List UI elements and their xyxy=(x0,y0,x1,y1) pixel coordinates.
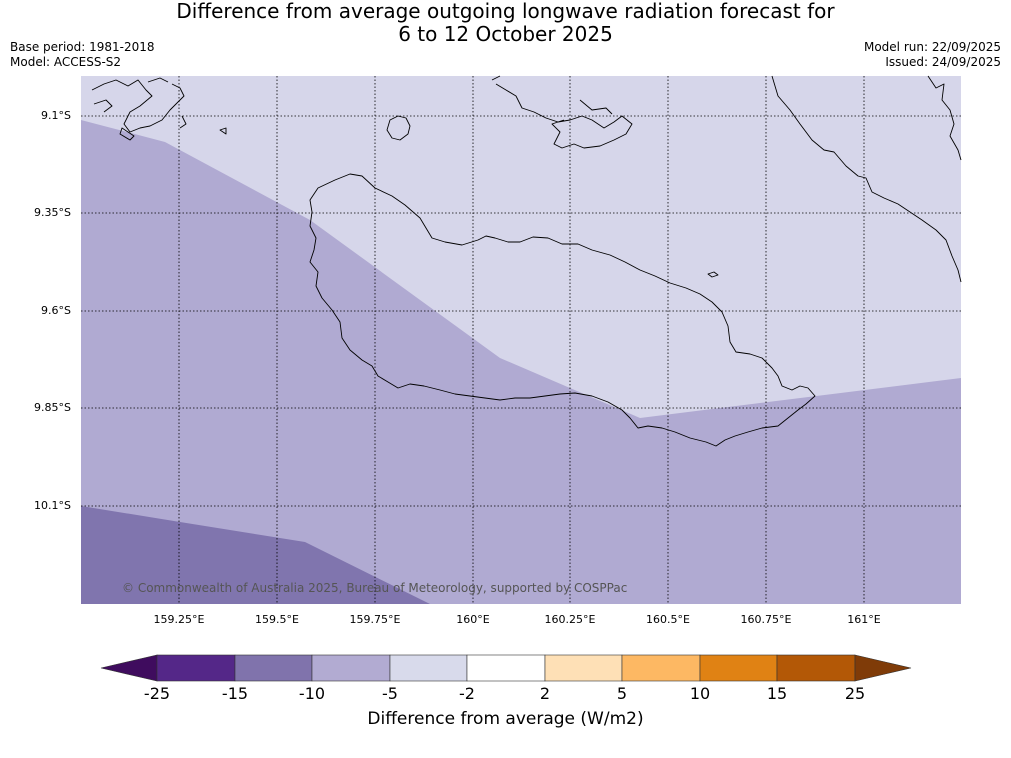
colorbar-bin-4 xyxy=(389,654,468,682)
coastline-russell-islands xyxy=(386,115,411,141)
colorbar-tick-9: 15 xyxy=(766,684,788,703)
coastlines xyxy=(91,75,962,447)
coastline-malaita-east xyxy=(927,75,962,161)
coastline-tiny-island-1 xyxy=(219,127,227,135)
colorbar-bin-5 xyxy=(466,654,546,682)
coastline-guadalcanal xyxy=(309,173,816,447)
model-name: Model: ACCESS-S2 xyxy=(10,55,122,69)
lat-label-3: 9.6°S xyxy=(41,304,71,317)
colorbar-tick-2: -15 xyxy=(221,684,249,703)
lon-label-3: 159.75°E xyxy=(349,613,401,626)
colorbar-tick-7: 5 xyxy=(616,684,628,703)
colorbar xyxy=(100,654,912,682)
gridlines xyxy=(81,76,961,604)
coastline-florida-islands xyxy=(491,75,633,149)
colorbar-tick-8: 10 xyxy=(689,684,711,703)
meta-left: Base period: 1981-2018 Model: ACCESS-S2 xyxy=(10,40,155,70)
coastline-small-islet xyxy=(707,271,719,278)
meta-right: Model run: 22/09/2025 Issued: 24/09/2025 xyxy=(864,40,1001,70)
lon-label-1: 159.25°E xyxy=(153,613,205,626)
colorbar-tick-4: -5 xyxy=(382,684,398,703)
colorbar-tick-3: -10 xyxy=(298,684,326,703)
colorbar-bin-7 xyxy=(621,654,701,682)
lat-label-4: 9.85°S xyxy=(34,401,71,414)
colorbar-bin-3 xyxy=(311,654,391,682)
colorbar-over-arrow xyxy=(854,654,912,682)
colorbar-bin-2 xyxy=(234,654,313,682)
lon-label-5: 160.25°E xyxy=(544,613,596,626)
colorbar-tick-6: 2 xyxy=(539,684,551,703)
colorbar-bin-6 xyxy=(544,654,623,682)
lon-label-7: 160.75°E xyxy=(740,613,792,626)
model-run: Model run: 22/09/2025 xyxy=(863,40,1001,54)
coastline-santa-isabel xyxy=(91,77,187,141)
colorbar-tick-10: 25 xyxy=(844,684,866,703)
coastline-nggela-shore xyxy=(579,99,613,115)
title-line-1: Difference from average outgoing longwav… xyxy=(176,0,835,23)
lat-label-5: 10.1°S xyxy=(34,499,71,512)
copyright-notice: © Commonwealth of Australia 2025, Bureau… xyxy=(122,581,628,595)
colorbar-tick-1: -25 xyxy=(143,684,171,703)
colorbar-title: Difference from average (W/m2) xyxy=(367,709,644,729)
anomaly-region-medium xyxy=(81,120,961,604)
coastline-malaita xyxy=(771,75,962,283)
issued-date: Issued: 24/09/2025 xyxy=(885,55,1001,69)
lat-label-1: 9.1°S xyxy=(41,109,71,122)
lon-label-6: 160.5°E xyxy=(646,613,690,626)
colorbar-tick-5: -2 xyxy=(459,684,475,703)
lon-label-4: 160°E xyxy=(456,613,490,626)
map-title: Difference from average outgoing longwav… xyxy=(0,0,1011,46)
anomaly-region-dark xyxy=(81,506,430,604)
lon-label-2: 159.5°E xyxy=(255,613,299,626)
colorbar-bin-1 xyxy=(156,654,236,682)
base-period: Base period: 1981-2018 xyxy=(10,40,155,54)
lat-label-2: 9.35°S xyxy=(34,206,71,219)
title-line-2: 6 to 12 October 2025 xyxy=(398,22,613,46)
colorbar-under-arrow xyxy=(100,654,158,682)
lon-label-8: 161°E xyxy=(847,613,881,626)
colorbar-bin-9 xyxy=(776,654,856,682)
colorbar-bin-8 xyxy=(699,654,778,682)
